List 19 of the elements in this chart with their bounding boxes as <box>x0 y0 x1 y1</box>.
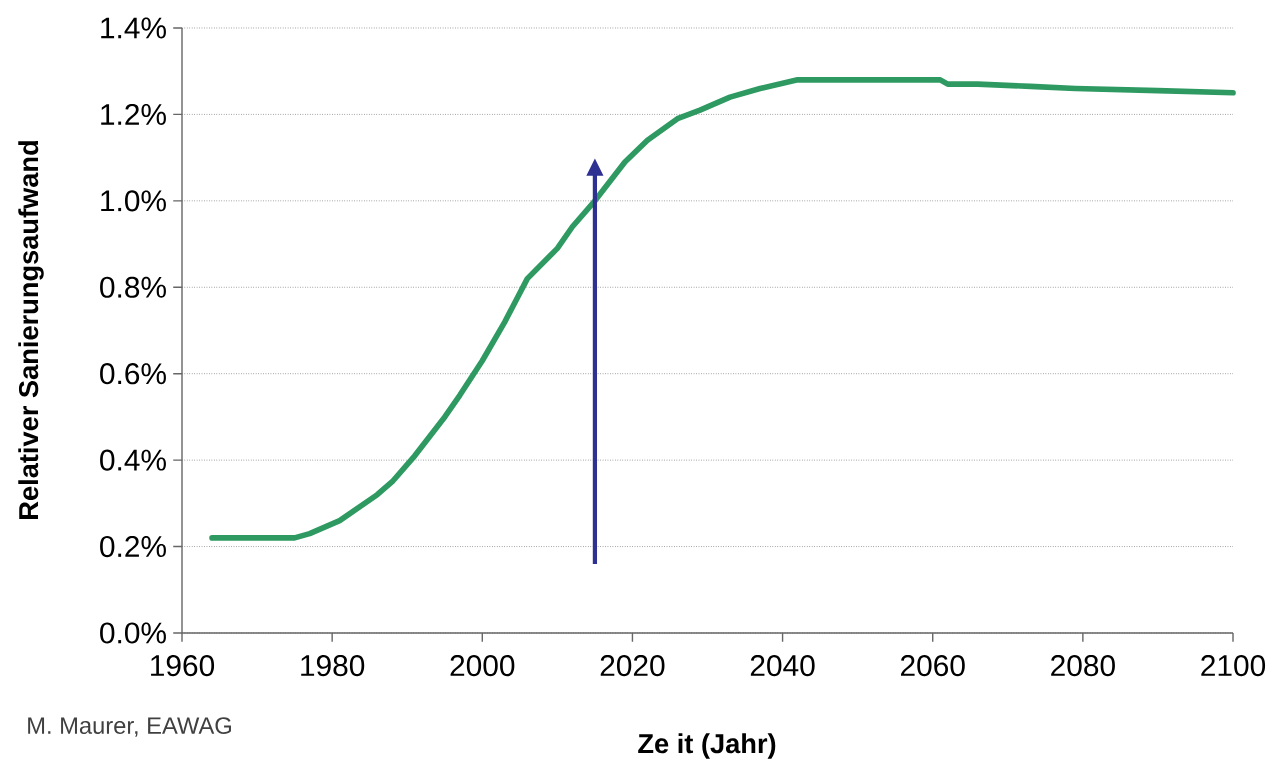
y-tick-label: 0.8% <box>100 276 166 298</box>
x-tick-label: 2060 <box>901 655 965 677</box>
y-tick-label: 0.0% <box>100 622 166 644</box>
x-tick-label: 2080 <box>1051 655 1115 677</box>
y-tick-label: 1.2% <box>101 103 166 125</box>
text: M. Maurer, EAWAG <box>28 717 231 737</box>
x-tick-label: 1960 <box>151 655 215 677</box>
x-tick-label: 2100 <box>1201 655 1266 677</box>
y-tick-label: 0.2% <box>100 535 166 558</box>
x-tick-label: 1980 <box>301 655 365 677</box>
x-axis-title: Ze it (Jahr) <box>638 733 776 759</box>
y-tick-label: 0.6% <box>100 363 166 385</box>
y-tick-label: 1.4% <box>101 17 166 39</box>
x-tick-label: 2020 <box>600 655 665 677</box>
y-axis-title: Relativer Sanierungsaufwand <box>18 141 44 519</box>
y-tick-label: 1.0% <box>101 190 166 212</box>
y-tick-label: 0.4% <box>100 449 166 471</box>
x-tick-label: 2000 <box>450 655 515 677</box>
x-tick-label: 2040 <box>750 655 815 677</box>
